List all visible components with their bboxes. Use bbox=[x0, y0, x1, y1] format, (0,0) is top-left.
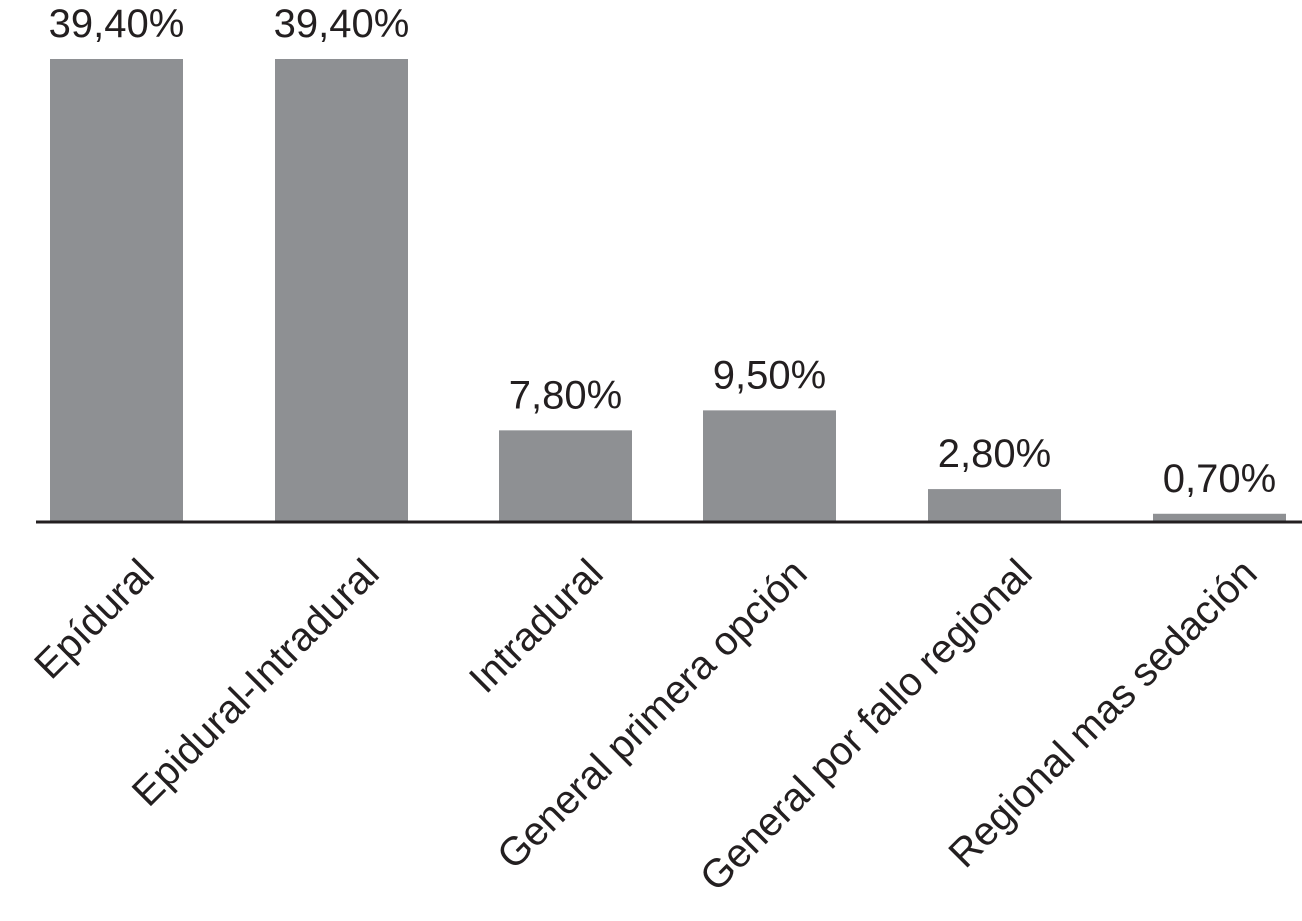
bar-2 bbox=[499, 430, 632, 522]
bar-3 bbox=[703, 410, 836, 522]
bar-4 bbox=[928, 489, 1061, 522]
value-label-1: 39,40% bbox=[274, 2, 410, 46]
category-label-1: Epidural-Intradural bbox=[124, 551, 388, 815]
bar-1 bbox=[275, 59, 408, 522]
value-label-2: 7,80% bbox=[509, 373, 622, 417]
bar-0 bbox=[50, 59, 183, 522]
category-label-2: Intradural bbox=[461, 551, 612, 702]
value-label-0: 39,40% bbox=[49, 2, 185, 46]
bar-5 bbox=[1153, 513, 1286, 522]
bars-group bbox=[50, 59, 1286, 522]
category-label-0: Epídural bbox=[26, 551, 162, 687]
value-label-4: 2,80% bbox=[938, 432, 1051, 476]
value-label-3: 9,50% bbox=[713, 353, 826, 397]
value-label-5: 0,70% bbox=[1163, 457, 1276, 501]
value-labels-group: 39,40% 39,40% 7,80% 9,50% 2,80% 0,70% bbox=[49, 2, 1277, 501]
